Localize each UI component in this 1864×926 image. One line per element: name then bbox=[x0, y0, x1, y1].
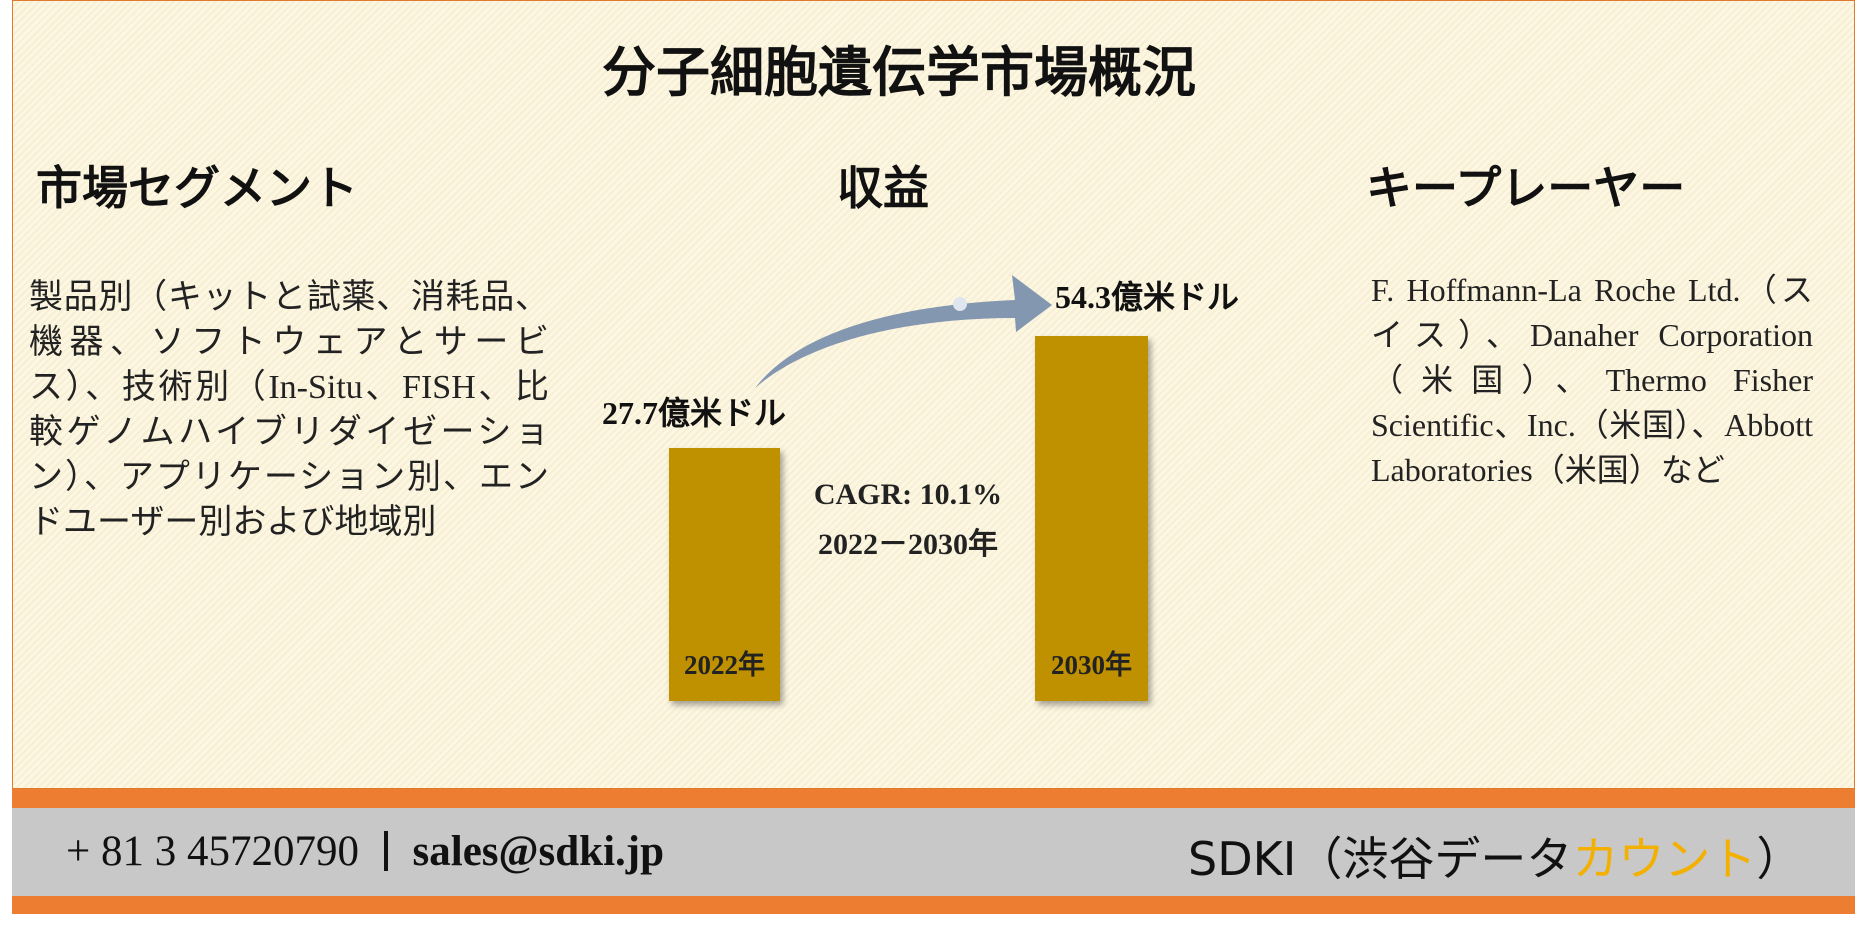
brand-text: ） bbox=[1756, 832, 1803, 886]
revenue-heading: 収益 bbox=[837, 163, 929, 214]
period: 2022－2030年 bbox=[818, 528, 998, 561]
email: sales@sdki.jp bbox=[412, 828, 665, 875]
brand: SDKI（渋谷データカウント） bbox=[1188, 823, 1802, 889]
orange-band bbox=[12, 896, 1855, 914]
contact: + 81 3 45720790 sales@sdki.jp bbox=[66, 827, 664, 876]
segments-heading: 市場セグメント bbox=[36, 163, 358, 214]
players-heading: キープレーヤー bbox=[1366, 163, 1686, 214]
year-label: 2022年 bbox=[684, 650, 765, 680]
orange-band bbox=[12, 789, 1855, 808]
year-label: 2030年 bbox=[1051, 650, 1132, 680]
cagr: CAGR: 10.1% bbox=[813, 478, 1003, 511]
brand-accent: カウント bbox=[1572, 832, 1757, 886]
players-text: F. Hoffmann-La Roche Ltd.（スイス）、Danaher C… bbox=[1371, 272, 1813, 488]
segments-text: 製品別（キットと試薬、消耗品、機器、ソフトウェアとサービス）、技術別（In-Si… bbox=[29, 279, 549, 541]
value-label: 27.7億米ドル bbox=[602, 395, 787, 431]
separator bbox=[383, 831, 388, 871]
phone: + 81 3 45720790 bbox=[66, 828, 360, 875]
bar-2022 bbox=[669, 448, 780, 701]
brand-text: SDKI（渋谷データ bbox=[1188, 832, 1573, 886]
footer bbox=[12, 808, 1855, 896]
title: 分子細胞遺伝学市場概況 bbox=[602, 43, 1196, 103]
panel bbox=[12, 0, 1855, 789]
bar-2030 bbox=[1035, 336, 1148, 701]
value-label: 54.3億米ドル bbox=[1055, 279, 1240, 315]
